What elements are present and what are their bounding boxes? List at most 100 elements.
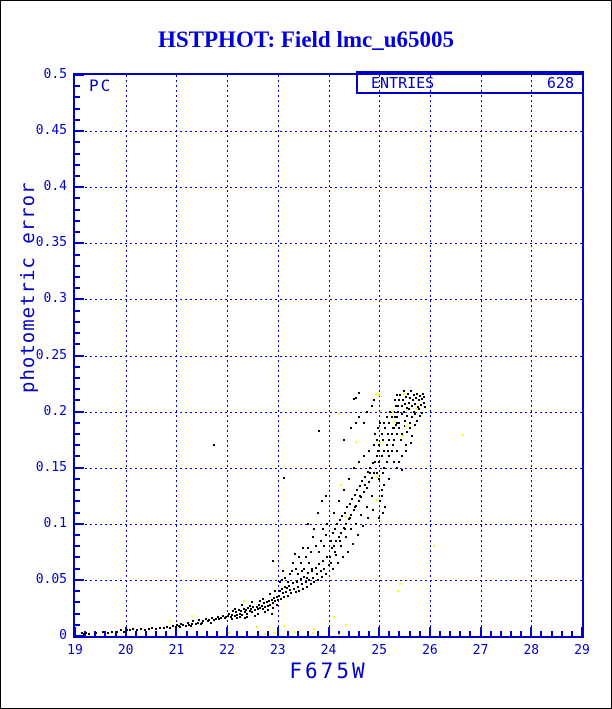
data-point <box>212 444 215 447</box>
data-point <box>297 585 300 588</box>
data-point <box>347 518 350 521</box>
data-point <box>303 567 306 570</box>
y-minor-tick <box>75 253 80 256</box>
gridline-horizontal <box>75 299 582 301</box>
data-point <box>236 617 239 620</box>
x-minor-tick <box>368 631 371 636</box>
data-point <box>408 421 411 424</box>
data-point <box>220 617 223 620</box>
data-point <box>421 392 424 395</box>
data-point <box>381 511 384 514</box>
data-point <box>357 500 360 503</box>
data-point <box>400 438 402 441</box>
data-point <box>392 427 395 430</box>
data-point <box>362 455 365 458</box>
data-point <box>241 613 244 616</box>
data-point <box>411 399 414 402</box>
data-point <box>246 615 249 618</box>
data-point <box>208 619 211 622</box>
data-point <box>110 630 113 633</box>
data-point <box>325 494 328 497</box>
y-minor-tick <box>75 118 80 121</box>
data-point <box>243 611 246 614</box>
x-tick-label: 20 <box>117 643 134 658</box>
data-point <box>309 583 312 586</box>
data-point <box>389 410 392 413</box>
x-minor-tick <box>114 631 117 636</box>
data-point <box>259 600 262 603</box>
data-point <box>397 404 400 407</box>
data-point <box>383 449 386 452</box>
data-point <box>318 550 321 553</box>
y-major-tick <box>75 298 84 301</box>
data-point <box>267 600 270 603</box>
data-point <box>399 393 402 396</box>
data-point <box>308 562 311 565</box>
x-minor-tick <box>205 631 208 636</box>
data-point <box>323 567 326 570</box>
y-minor-tick <box>75 96 80 99</box>
data-point <box>412 393 415 396</box>
data-point <box>312 631 315 634</box>
data-point <box>380 494 383 497</box>
x-minor-tick <box>317 631 320 636</box>
data-point <box>322 559 325 562</box>
data-point <box>278 590 281 593</box>
x-tick-label: 24 <box>320 643 337 658</box>
data-point <box>252 605 255 608</box>
data-point <box>271 606 274 609</box>
y-minor-tick <box>75 567 80 570</box>
y-tick-label: 0.3 <box>43 291 67 307</box>
data-point <box>366 471 369 474</box>
data-point <box>341 556 344 559</box>
data-point <box>256 612 259 615</box>
data-point <box>184 624 187 627</box>
data-point <box>345 536 348 539</box>
x-minor-tick <box>84 631 87 636</box>
data-point <box>216 615 219 618</box>
x-major-tick <box>378 627 381 636</box>
data-point <box>231 613 234 616</box>
y-minor-tick <box>75 107 80 110</box>
data-point <box>397 410 400 413</box>
y-minor-tick <box>75 152 80 155</box>
data-point <box>248 604 251 607</box>
data-point <box>287 584 290 587</box>
data-point <box>169 627 172 630</box>
data-point <box>380 455 383 458</box>
data-point <box>432 545 435 548</box>
x-minor-tick <box>408 631 411 636</box>
data-point <box>372 509 375 512</box>
data-point <box>360 513 363 516</box>
data-point <box>300 583 303 586</box>
data-point <box>299 562 302 565</box>
data-point <box>417 408 420 411</box>
x-minor-tick <box>337 631 340 636</box>
y-minor-tick <box>75 343 80 346</box>
gridline-horizontal <box>75 579 582 581</box>
data-point <box>348 502 351 505</box>
x-minor-tick <box>256 631 259 636</box>
data-point <box>404 449 407 452</box>
data-point <box>402 390 405 393</box>
data-point <box>272 596 275 599</box>
data-point <box>270 612 273 615</box>
data-point <box>132 628 135 631</box>
data-point <box>290 569 293 572</box>
x-minor-tick <box>215 631 218 636</box>
data-point <box>350 528 353 531</box>
data-point <box>387 433 390 436</box>
data-point <box>222 614 225 617</box>
data-point <box>151 627 154 630</box>
data-point <box>179 626 182 629</box>
data-point <box>325 556 328 559</box>
data-point <box>271 602 274 605</box>
data-point <box>279 581 282 584</box>
data-point <box>365 486 368 489</box>
data-point <box>307 522 310 525</box>
data-point <box>231 618 234 621</box>
data-point <box>263 632 266 635</box>
stats-entries-label: ENTRIES <box>371 73 435 92</box>
data-point <box>415 392 418 395</box>
data-point <box>200 621 203 624</box>
